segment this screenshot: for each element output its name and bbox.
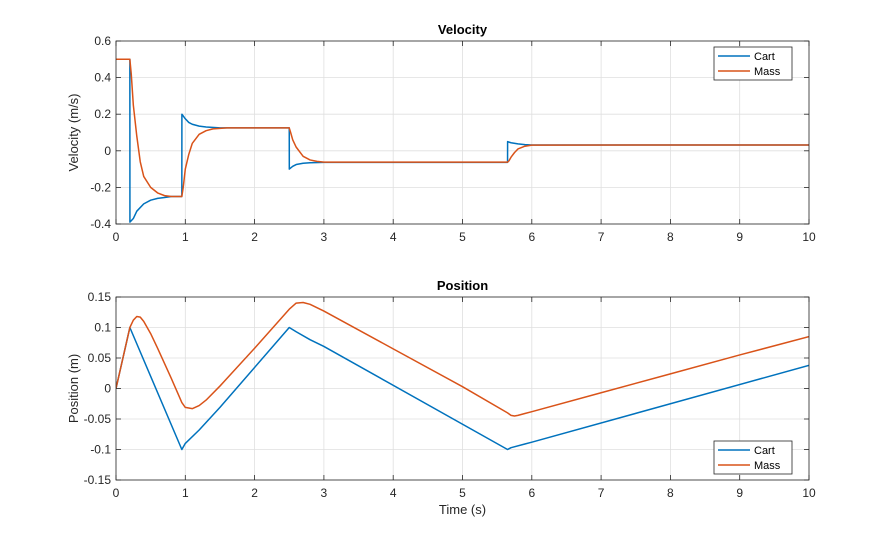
- position-ytick-label-5: 0.1: [94, 321, 111, 335]
- position-ytick-label-3: 0: [104, 382, 111, 396]
- position-xtick-label-1: 1: [182, 486, 189, 500]
- velocity-xtick-label-9: 9: [736, 230, 743, 244]
- position-plot: 0 1 2 3 4 5 6 7 8 9 10 -0.15 -0.1 -0.05 0 0.05 0.1 0.15 Po…: [66, 278, 816, 517]
- position-ytick-label-0: -0.15: [84, 473, 112, 487]
- velocity-ylabel: Velocity (m/s): [66, 93, 81, 171]
- velocity-xtick-label-1: 1: [182, 230, 189, 244]
- velocity-xtick-label-2: 2: [251, 230, 258, 244]
- position-legend-label-cart: Cart: [754, 445, 775, 457]
- position-xtick-label-5: 5: [459, 486, 466, 500]
- velocity-ytick-label-1: -0.2: [90, 180, 111, 194]
- velocity-series-cart-line: [116, 58, 809, 223]
- position-xtick-label-0: 0: [113, 486, 120, 500]
- velocity-ytick-label-2: 0: [104, 144, 111, 158]
- position-xlabel: Time (s): [439, 502, 486, 517]
- position-legend: Cart Mass: [713, 440, 793, 475]
- position-series-cart-line: [116, 326, 809, 451]
- position-xtick-label-4: 4: [390, 486, 397, 500]
- position-series-mass-line: [116, 301, 809, 417]
- position-ytick-label-4: 0.05: [88, 351, 112, 365]
- velocity-series-mass-line: [116, 58, 809, 198]
- position-ylabel: Position (m): [66, 354, 81, 423]
- velocity-chart-title: Velocity: [438, 22, 488, 37]
- velocity-xtick-label-0: 0: [113, 230, 120, 244]
- position-ytick-label-1: -0.1: [90, 443, 111, 457]
- position-xtick-label-3: 3: [321, 486, 328, 500]
- position-ytick-label-6: 0.15: [88, 290, 112, 304]
- velocity-ytick-label-5: 0.6: [94, 34, 111, 48]
- velocity-ytick-label-0: -0.4: [90, 217, 111, 231]
- velocity-ytick-label-3: 0.2: [94, 107, 111, 121]
- position-chart-title: Position: [437, 278, 488, 293]
- velocity-legend: Cart Mass: [713, 46, 793, 81]
- position-xtick-label-6: 6: [528, 486, 535, 500]
- position-xtick-label-7: 7: [598, 486, 605, 500]
- velocity-legend-label-mass: Mass: [754, 66, 781, 78]
- velocity-legend-box: [713, 46, 793, 81]
- velocity-xtick-label-10: 10: [802, 230, 816, 244]
- position-legend-box: [713, 440, 793, 475]
- velocity-xtick-label-7: 7: [598, 230, 605, 244]
- position-legend-label-mass: Mass: [754, 460, 781, 472]
- position-xtick-label-9: 9: [736, 486, 743, 500]
- velocity-ytick-label-4: 0.4: [94, 71, 111, 85]
- velocity-plot: 0 1 2 3 4 5 6 7 8 9 10 -0.4 -0.2 0 0.2 0.4 0.6 Velocity Ve…: [66, 22, 816, 244]
- position-xtick-label-2: 2: [251, 486, 258, 500]
- position-xtick-label-10: 10: [802, 486, 816, 500]
- position-ytick-label-2: -0.05: [84, 412, 112, 426]
- velocity-xtick-label-4: 4: [390, 230, 397, 244]
- position-xtick-label-8: 8: [667, 486, 674, 500]
- velocity-xtick-label-3: 3: [321, 230, 328, 244]
- velocity-legend-label-cart: Cart: [754, 51, 775, 63]
- velocity-xtick-label-5: 5: [459, 230, 466, 244]
- velocity-xtick-label-8: 8: [667, 230, 674, 244]
- velocity-xtick-label-6: 6: [528, 230, 535, 244]
